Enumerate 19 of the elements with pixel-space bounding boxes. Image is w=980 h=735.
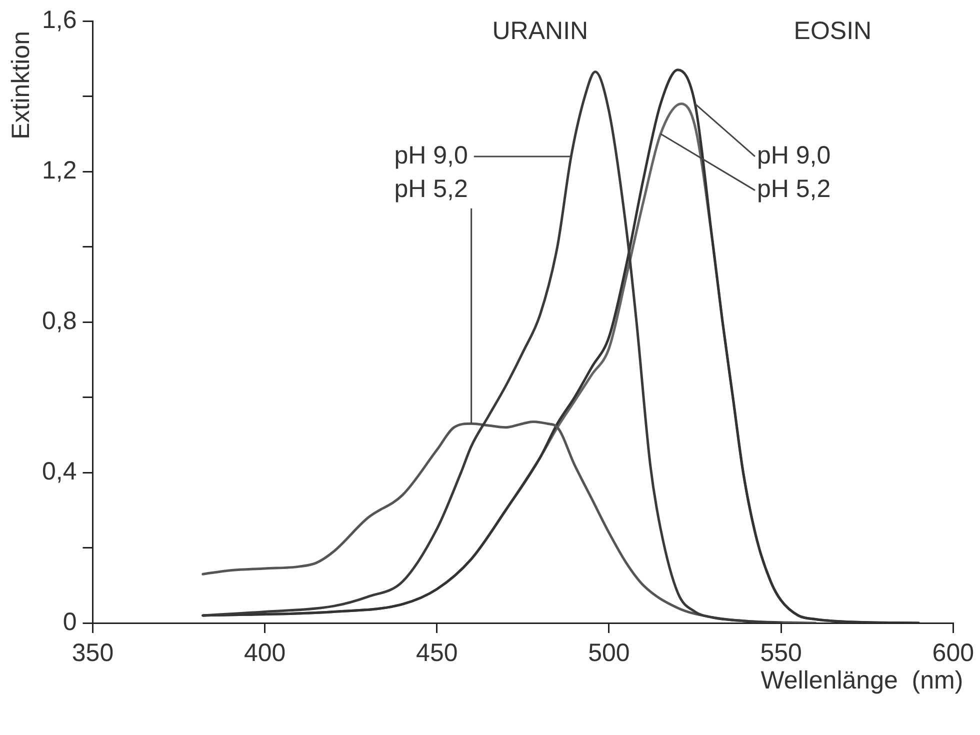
x-tick-label: 450 (416, 638, 458, 667)
y-tick-label: 0,8 (42, 306, 77, 335)
x-tick-label: 500 (588, 638, 630, 667)
x-tick-label: 350 (72, 638, 114, 667)
annotation: pH 5,2 (394, 175, 468, 204)
x-tick-label: 600 (932, 638, 974, 667)
y-tick-label: 1,6 (42, 6, 77, 34)
annotation: pH 5,2 (756, 175, 831, 204)
y-tick-label: 0,4 (42, 457, 77, 486)
annotation: URANIN (492, 17, 588, 46)
y-axis-title: Extinktion (6, 31, 35, 140)
x-tick-label: 550 (760, 638, 802, 667)
annotation: EOSIN (794, 17, 872, 46)
annotation: pH 9,0 (756, 141, 831, 170)
x-tick-label: 400 (244, 638, 286, 667)
annotation: pH 9,0 (394, 141, 468, 170)
x-axis-title: Wellenlänge (nm) (760, 666, 964, 694)
y-tick-label: 0 (62, 608, 77, 636)
y-tick-label: 1,2 (42, 156, 77, 184)
